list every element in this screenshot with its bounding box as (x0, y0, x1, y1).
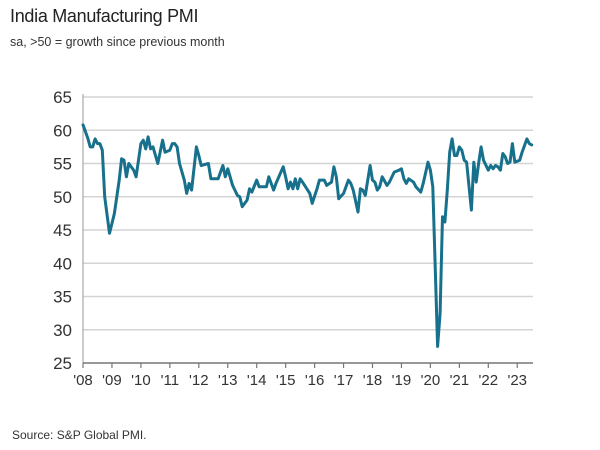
x-tick-label: '15 (276, 372, 296, 389)
x-tick-label: '13 (218, 372, 238, 389)
x-tick-label: '21 (450, 372, 470, 389)
chart-subtitle: sa, >50 = growth since previous month (10, 35, 225, 49)
y-tick-label: 35 (53, 288, 72, 307)
y-tick-label: 30 (53, 321, 72, 340)
pmi-series-line (81, 123, 534, 348)
source-note: Source: S&P Global PMI. (12, 428, 147, 442)
y-tick-label: 40 (53, 254, 72, 273)
x-tick-label: '10 (131, 372, 151, 389)
x-tick-label: '20 (421, 372, 441, 389)
y-tick-label: 65 (53, 88, 72, 107)
x-tick-label: '12 (189, 372, 209, 389)
x-tick-label: '14 (247, 372, 267, 389)
x-tick-label: '23 (507, 372, 527, 389)
y-tick-label: 25 (53, 354, 72, 373)
chart-title: India Manufacturing PMI (10, 6, 199, 26)
x-tick-label: '08 (73, 372, 93, 389)
y-tick-label: 60 (53, 121, 72, 140)
x-tick-label: '18 (363, 372, 383, 389)
y-tick-label: 55 (53, 155, 72, 174)
x-tick-label: '11 (161, 372, 179, 389)
y-tick-label: 50 (53, 188, 72, 207)
x-tick-label: '09 (102, 372, 122, 389)
x-tick-label: '16 (305, 372, 325, 389)
y-tick-label: 45 (53, 221, 72, 240)
x-tick-label: '22 (479, 372, 499, 389)
x-tick-label: '19 (392, 372, 412, 389)
x-tick-label: '17 (334, 372, 354, 389)
